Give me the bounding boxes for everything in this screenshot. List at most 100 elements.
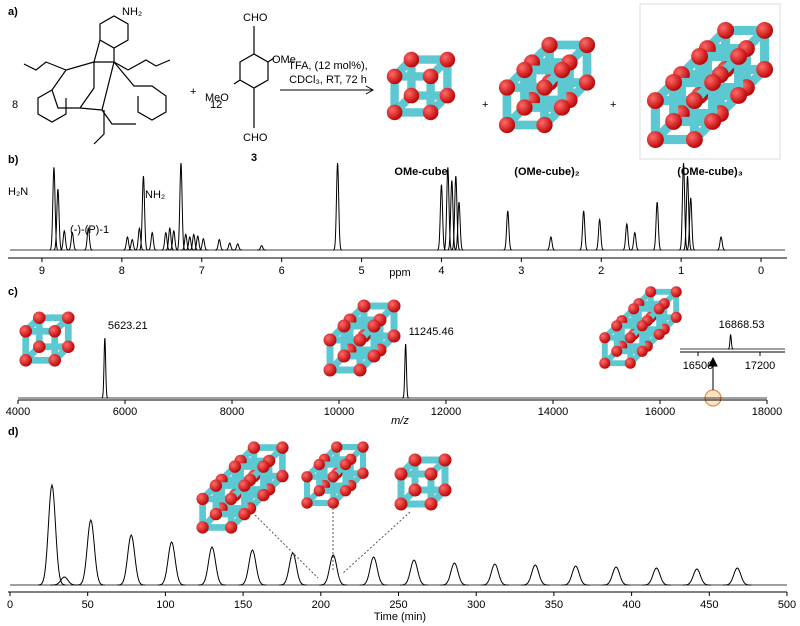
x-tick-label: 3 <box>518 265 524 277</box>
x-tick-label: 2 <box>598 265 604 277</box>
peak <box>443 167 453 251</box>
peak <box>214 238 224 251</box>
x-tick-label: 300 <box>467 599 485 611</box>
plus: + <box>482 99 488 111</box>
peak <box>319 554 348 586</box>
peak <box>546 236 556 251</box>
peak <box>480 563 509 586</box>
peak <box>198 237 208 251</box>
peak <box>602 566 631 586</box>
peak <box>622 222 632 251</box>
peak <box>76 518 105 586</box>
connector <box>254 508 411 579</box>
peak <box>189 233 199 251</box>
peak <box>176 162 186 251</box>
peak <box>50 576 79 586</box>
x-axis-label: Time (min) <box>374 611 426 623</box>
x-tick-label: 8000 <box>220 406 244 418</box>
peak <box>157 541 186 586</box>
cube-model <box>196 441 288 533</box>
inset-arrow <box>708 356 718 390</box>
peak <box>400 559 429 586</box>
peak <box>440 562 469 586</box>
x-tick-label: 7 <box>199 265 205 277</box>
panel-label: d) <box>8 426 19 438</box>
x-tick-label: 10000 <box>324 406 355 418</box>
peak <box>679 162 689 251</box>
peak <box>59 229 69 251</box>
x-tick-label: 8 <box>119 265 125 277</box>
product-name: (OMe-cube)₃ <box>677 166 743 178</box>
peak <box>579 210 589 251</box>
x-tick-label: 16500 <box>683 360 714 372</box>
compound-name: 3 <box>251 152 257 164</box>
peak <box>233 243 243 251</box>
peak <box>181 233 191 251</box>
peak <box>135 226 144 251</box>
cube-model <box>395 454 452 511</box>
peak <box>723 567 752 586</box>
amine-group: NH₂ <box>145 189 165 201</box>
conditions: TFA, (12 mol%), <box>288 60 367 72</box>
peak <box>451 175 461 251</box>
cube-model <box>499 37 595 133</box>
x-tick-label: 14000 <box>538 406 569 418</box>
peak <box>49 167 59 251</box>
compound-name: (-)-(P)-1 <box>70 224 109 236</box>
peak-label: 11245.46 <box>409 326 454 338</box>
x-tick-label: 5 <box>358 265 364 277</box>
peak <box>37 483 66 586</box>
x-tick-label: 0 <box>7 599 13 611</box>
x-tick-label: 4000 <box>6 406 30 418</box>
peak <box>359 556 388 586</box>
product-name: OMe-cube <box>394 166 447 178</box>
aldehyde-group: OMe <box>272 54 296 66</box>
peak <box>278 552 307 586</box>
cube-model <box>324 300 401 377</box>
peak <box>165 226 175 251</box>
aldehyde-group: MeO <box>205 92 229 104</box>
x-tick-label: 100 <box>156 599 174 611</box>
peak <box>238 549 267 586</box>
peak <box>716 236 726 251</box>
cube-model <box>301 441 368 508</box>
peak <box>454 202 464 251</box>
highlight-box <box>639 3 781 160</box>
x-tick-label: 50 <box>82 599 94 611</box>
cube-model <box>387 52 455 120</box>
peak-label: 5623.21 <box>108 320 148 332</box>
peak <box>67 231 77 251</box>
panel-label: a) <box>8 6 18 18</box>
x-tick-label: 6 <box>279 265 285 277</box>
peak <box>185 236 195 251</box>
panel-label: b) <box>8 154 19 166</box>
x-tick-label: 6000 <box>113 406 137 418</box>
peak <box>101 337 109 399</box>
cube-model <box>19 311 74 366</box>
x-tick-label: 500 <box>778 599 796 611</box>
reaction-arrow <box>280 85 375 95</box>
plus: + <box>190 86 196 98</box>
peak <box>53 189 63 251</box>
peak <box>503 210 513 251</box>
x-tick-label: 150 <box>234 599 252 611</box>
x-tick-label: 16000 <box>645 406 676 418</box>
peak <box>642 567 671 586</box>
amine-structure <box>23 15 171 145</box>
aldehyde-structure <box>233 26 275 128</box>
peak <box>630 231 640 251</box>
peak <box>117 533 146 586</box>
peak <box>333 162 343 251</box>
peak <box>169 229 179 251</box>
peak <box>436 184 446 251</box>
peak <box>727 333 734 350</box>
panel-label: c) <box>8 286 18 298</box>
x-tick-label: 450 <box>700 599 718 611</box>
x-tick-label: 4 <box>438 265 444 277</box>
peak <box>683 175 693 251</box>
x-tick-label: 1 <box>678 265 684 277</box>
peak <box>652 202 662 251</box>
peak <box>83 226 93 251</box>
plus: + <box>610 99 616 111</box>
